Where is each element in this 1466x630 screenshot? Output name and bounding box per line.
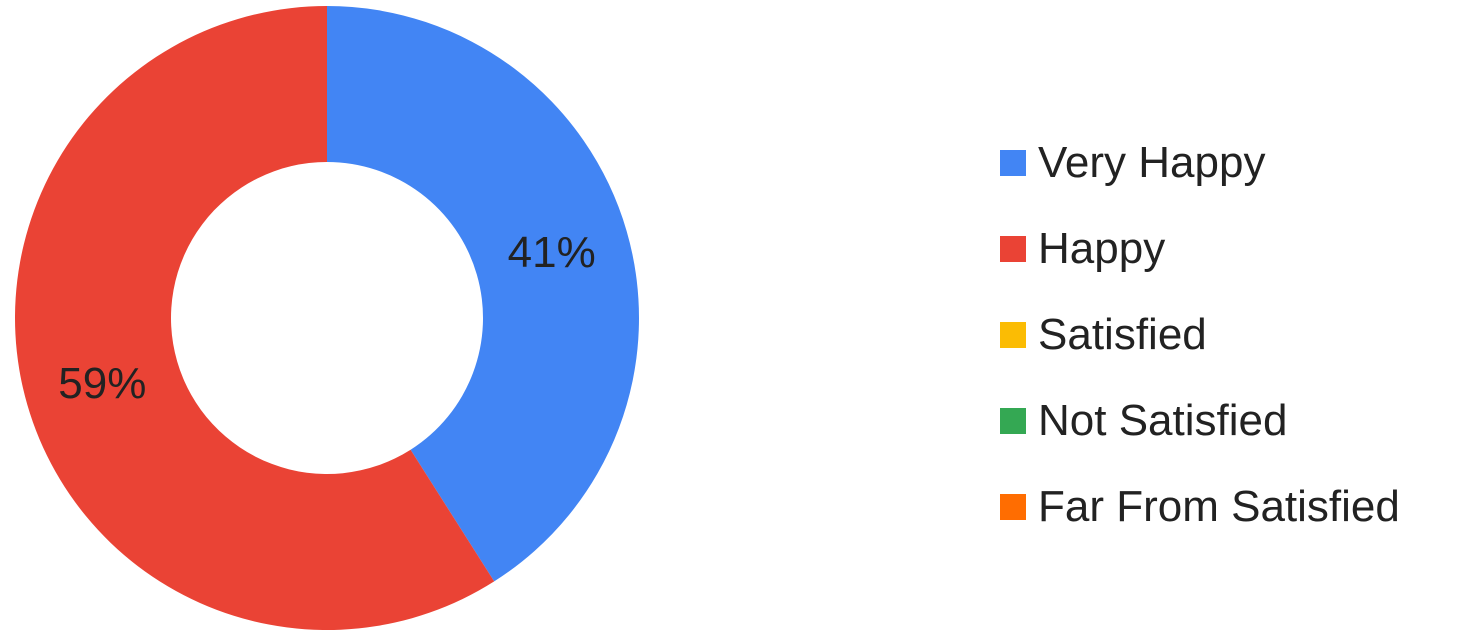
- legend-label-far-from-satisfied: Far From Satisfied: [1038, 482, 1400, 531]
- legend-swatch-very-happy: [1000, 150, 1026, 176]
- legend-label-happy: Happy: [1038, 224, 1166, 273]
- donut-slice-labels: 41% 59%: [58, 228, 595, 408]
- legend-swatch-satisfied: [1000, 322, 1026, 348]
- donut-slices: [14, 6, 639, 630]
- slice-label-very-happy: 41%: [508, 228, 596, 277]
- legend-item-far-from-satisfied[interactable]: Far From Satisfied: [1000, 464, 1460, 550]
- legend-label-satisfied: Satisfied: [1038, 310, 1207, 359]
- legend-swatch-not-satisfied: [1000, 408, 1026, 434]
- legend-swatch-happy: [1000, 236, 1026, 262]
- legend-item-very-happy[interactable]: Very Happy: [1000, 120, 1460, 206]
- slice-label-happy: 59%: [58, 359, 146, 408]
- legend-label-very-happy: Very Happy: [1038, 138, 1266, 187]
- legend-item-satisfied[interactable]: Satisfied: [1000, 292, 1460, 378]
- slice-happy[interactable]: [14, 6, 495, 630]
- donut-chart: 41% 59%: [14, 6, 639, 630]
- legend-swatch-far-from-satisfied: [1000, 494, 1026, 520]
- legend: Very Happy Happy Satisfied Not Satisfied…: [1000, 120, 1460, 550]
- legend-item-not-satisfied[interactable]: Not Satisfied: [1000, 378, 1460, 464]
- legend-label-not-satisfied: Not Satisfied: [1038, 396, 1288, 445]
- legend-item-happy[interactable]: Happy: [1000, 206, 1460, 292]
- slice-very-happy[interactable]: [327, 6, 639, 582]
